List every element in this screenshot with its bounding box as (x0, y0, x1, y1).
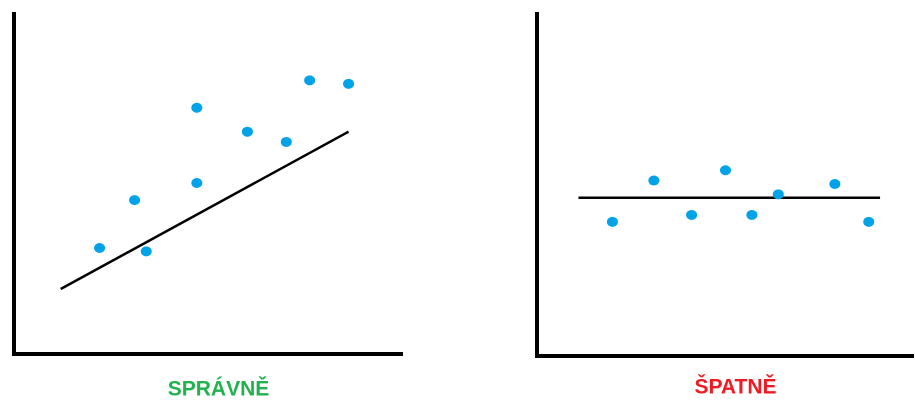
point (304, 75, 316, 86)
point (343, 78, 355, 89)
point (241, 126, 253, 137)
point (746, 209, 758, 220)
chart-label: ŠPATNĚ (694, 375, 776, 399)
point (863, 216, 875, 227)
point (648, 175, 660, 186)
point (606, 216, 618, 227)
point (280, 136, 292, 147)
point (191, 102, 203, 113)
chart-label: SPRÁVNĚ (168, 377, 270, 401)
point (829, 179, 841, 189)
point (129, 195, 141, 206)
point (686, 209, 698, 220)
point (94, 242, 106, 253)
point (140, 246, 152, 257)
point (720, 165, 731, 176)
fit-line (60, 130, 350, 291)
point (772, 189, 784, 200)
point (191, 178, 203, 188)
